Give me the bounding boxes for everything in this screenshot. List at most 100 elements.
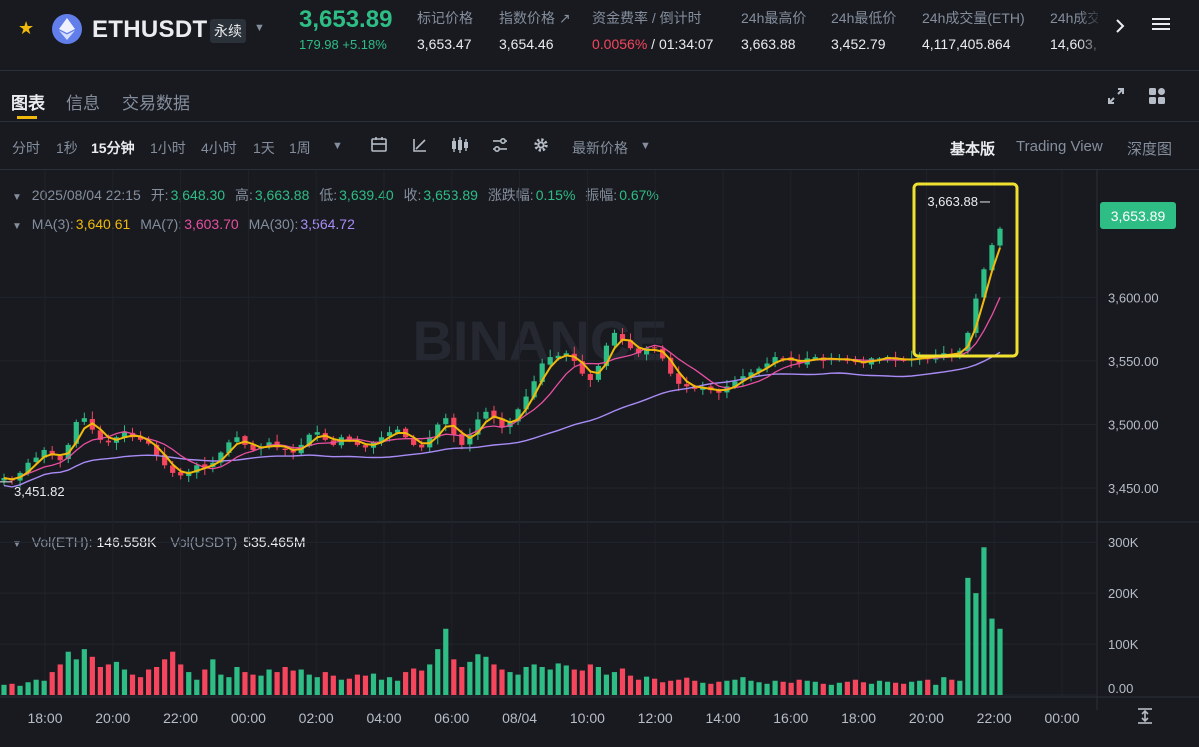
tab-active-indicator	[17, 116, 37, 119]
candle-body	[756, 368, 762, 373]
volume-bar	[949, 679, 955, 695]
volume-bar	[362, 675, 369, 695]
interval-1d[interactable]: 1天	[253, 140, 275, 156]
volume-bar	[700, 682, 706, 695]
volume-bar	[643, 676, 650, 695]
volume-bar	[57, 664, 63, 695]
ohlc-close: 3,653.89	[423, 187, 478, 203]
toolbar-divider	[0, 169, 1199, 170]
volume-bar	[756, 682, 762, 695]
candle-style-icon[interactable]	[450, 135, 470, 155]
volume-bar	[579, 670, 585, 695]
funding-rate-value: 0.0056% / 01:34:07	[592, 36, 713, 52]
candle-body	[539, 363, 545, 383]
volume-bar	[635, 679, 642, 695]
volume-bar	[226, 677, 232, 695]
price-type-dropdown-icon[interactable]: ▼	[640, 140, 651, 152]
volume-collapse-icon[interactable]: ▼	[12, 539, 22, 550]
ma30-value: 3,564.72	[300, 216, 355, 232]
volume-bar	[234, 666, 240, 695]
view-tradingview[interactable]: Trading View	[1016, 138, 1103, 155]
eth-logo-icon	[52, 14, 82, 44]
candle-body	[137, 436, 144, 440]
volume-bar	[137, 677, 144, 695]
volume-bar	[981, 547, 987, 695]
layout-grid-icon[interactable]	[1148, 87, 1168, 107]
volume-bar	[660, 682, 666, 695]
candle-body	[483, 411, 489, 419]
price-type-select[interactable]: 最新价格	[572, 140, 628, 156]
volume-bar	[65, 651, 71, 695]
volume-bar	[306, 674, 312, 695]
interval-time[interactable]: 分时	[12, 140, 40, 156]
interval-4h[interactable]: 4小时	[201, 140, 237, 156]
time-tick-label: 18:00	[841, 710, 876, 726]
volume-bar	[266, 669, 272, 695]
candle-body	[989, 245, 995, 271]
interval-15m[interactable]: 15分钟	[91, 140, 135, 156]
scroll-right-icon[interactable]	[1114, 18, 1126, 39]
ohlc-collapse-icon[interactable]: ▼	[12, 192, 22, 203]
gear-icon[interactable]	[531, 135, 551, 155]
time-tick-label: 10:00	[570, 710, 605, 726]
ohlc-legend: ▼ 2025/08/04 22:15 开: 3,648.30 高: 3,663.88…	[12, 185, 665, 205]
volume-bar	[965, 577, 971, 695]
symbol-dropdown-icon[interactable]: ▼	[254, 22, 265, 34]
time-tick-label: 06:00	[434, 710, 469, 726]
view-depth[interactable]: 深度图	[1127, 141, 1173, 158]
ma3-label: MA(3):	[31, 216, 74, 232]
volume-bar	[820, 683, 826, 695]
volume-bar	[652, 678, 658, 695]
candle-body	[499, 418, 505, 428]
candle-body	[635, 348, 642, 354]
index-price-label[interactable]: 指数价格 ↗	[499, 10, 571, 26]
tab-info[interactable]: 信息	[66, 94, 100, 113]
volume-bar	[892, 682, 899, 695]
candle-body	[523, 396, 529, 410]
volume-bar	[531, 664, 537, 695]
candle-body	[154, 444, 160, 456]
volume-bar	[772, 680, 778, 695]
volume-bar	[145, 669, 152, 695]
drawing-tools-icon[interactable]	[410, 135, 430, 155]
volume-bar	[459, 666, 465, 695]
volume-bar	[925, 679, 931, 695]
candle-body	[178, 472, 184, 476]
ma-collapse-icon[interactable]: ▼	[12, 221, 22, 232]
interval-1h[interactable]: 1小时	[150, 140, 186, 156]
ticker-bar: ★ ETHUSDT 永续 ▼ 3,653.89 179.98 +5.18% 标记…	[0, 0, 1199, 60]
tab-chart[interactable]: 图表	[11, 94, 45, 113]
more-options-icon[interactable]	[1152, 14, 1170, 37]
view-basic[interactable]: 基本版	[950, 141, 996, 158]
price-change: 179.98 +5.18%	[299, 37, 387, 52]
fullscreen-icon[interactable]	[1107, 87, 1127, 107]
volume-bar	[852, 679, 859, 695]
time-tick-label: 14:00	[705, 710, 740, 726]
tab-trading-data[interactable]: 交易数据	[122, 94, 190, 113]
volume-bar	[411, 668, 417, 695]
funding-rate: 0.0056%	[592, 36, 648, 52]
indicator-list-icon[interactable]	[369, 135, 389, 155]
volume-bar	[386, 677, 393, 695]
candle-body	[812, 357, 818, 360]
volume-bar	[676, 679, 682, 695]
volume-bar	[186, 672, 192, 695]
last-price: 3,653.89	[299, 6, 393, 33]
funding-countdown: / 01:34:07	[647, 36, 714, 52]
favorite-star-icon[interactable]: ★	[18, 18, 35, 38]
volume-bar	[507, 672, 513, 695]
indicator-settings-icon[interactable]	[490, 135, 510, 155]
ohlc-change: 0.15%	[535, 187, 576, 203]
candle-body	[619, 334, 626, 341]
symbol-name[interactable]: ETHUSDT	[92, 16, 208, 43]
candle-body	[162, 454, 168, 466]
volume-bar	[901, 683, 907, 695]
candle-body	[459, 433, 465, 445]
interval-1w[interactable]: 1周	[289, 140, 311, 156]
ma3-value: 3,640.61	[75, 216, 131, 232]
axis-reset-icon[interactable]	[1136, 707, 1156, 727]
interval-dropdown-icon[interactable]: ▼	[332, 140, 343, 152]
kline-chart[interactable]: BINANCE3,450.003,500.003,550.003,600.001…	[0, 170, 1199, 747]
volume-bar	[210, 659, 216, 695]
interval-1s[interactable]: 1秒	[56, 140, 78, 156]
